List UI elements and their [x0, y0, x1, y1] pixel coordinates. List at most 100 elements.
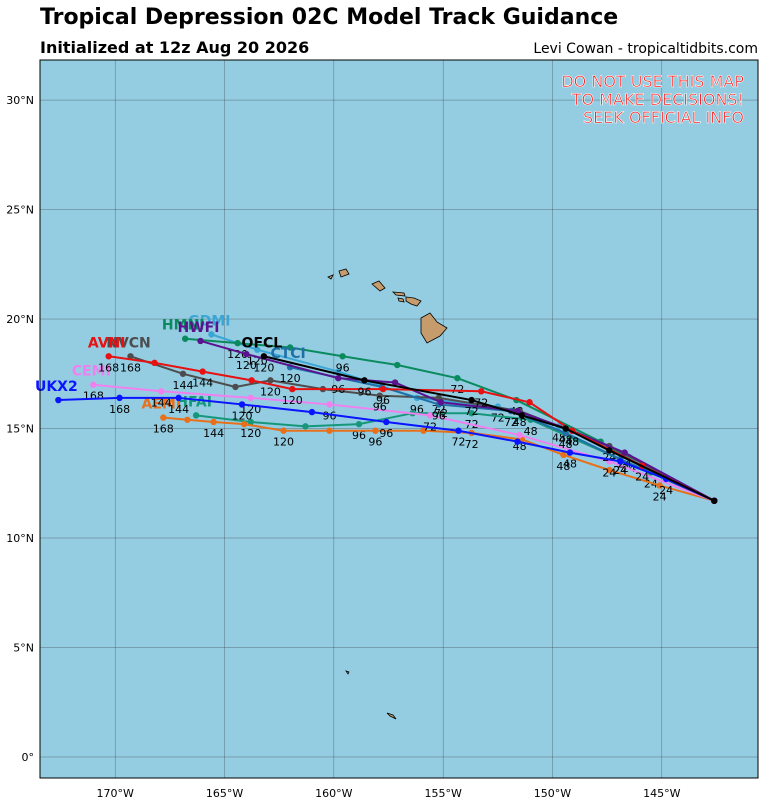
track-point — [234, 339, 241, 347]
warning: DO NOT USE THIS MAP TO MAKE DECISIONS! S… — [561, 72, 745, 128]
lat-tick-label: 0° — [22, 751, 35, 764]
track-name-label: HWFI — [178, 320, 220, 336]
track-point — [90, 381, 97, 388]
forecast-hour-label: 48 — [559, 434, 573, 447]
track-point — [437, 399, 445, 406]
track-point — [656, 482, 663, 489]
track-point — [286, 344, 294, 351]
island — [420, 312, 448, 344]
forecast-hour-label: 96 — [379, 427, 393, 440]
track-point — [391, 379, 399, 386]
forecast-hour-label: 24 — [653, 490, 667, 503]
forecast-hour-label: 168 — [98, 361, 119, 374]
track-point — [606, 447, 613, 454]
track-name-label: CEMI — [72, 364, 111, 380]
forecast-hour-label: 144 — [192, 377, 213, 390]
track-name-label: UKX2 — [35, 379, 78, 395]
forecast-hour-label: 24 — [613, 464, 627, 477]
lat-tick-label: 15°N — [6, 423, 34, 436]
track-point — [184, 416, 191, 423]
island — [391, 291, 406, 297]
track-point — [179, 370, 187, 377]
island — [345, 670, 350, 675]
title: Tropical Depression 02C Model Track Guid… — [40, 5, 618, 30]
island — [327, 274, 334, 280]
forecast-hour-label: 120 — [236, 359, 257, 372]
track-point — [383, 418, 390, 426]
track-point — [516, 431, 523, 439]
track-point — [289, 385, 296, 393]
forecast-hour-label: 96 — [376, 394, 390, 407]
track-name-label: AEMI — [142, 397, 182, 413]
track-point — [127, 353, 134, 360]
forecast-hour-label: 144 — [203, 427, 224, 440]
island — [405, 296, 422, 307]
forecast-hour-label: 120 — [253, 361, 274, 374]
forecast-hour-label: 72 — [491, 412, 505, 425]
islands — [327, 268, 448, 720]
track-point — [372, 427, 379, 434]
forecast-hour-label: 120 — [240, 427, 261, 440]
forecast-hour-label: 48 — [559, 438, 573, 451]
forecast-hour-label: 144 — [151, 396, 172, 409]
track-point — [105, 353, 112, 360]
forecast-hour-label: 168 — [83, 390, 104, 403]
forecast-hour-label: 72 — [434, 407, 448, 420]
forecast-hour-label: 96 — [322, 409, 336, 422]
forecast-hour-label: 168 — [109, 403, 130, 416]
lon-tick-label: 155°W — [424, 787, 461, 800]
track-point — [560, 451, 567, 459]
lon-tick-label: 145°W — [643, 787, 680, 800]
track-point — [562, 429, 569, 437]
track-point — [518, 412, 526, 419]
track-point — [241, 420, 248, 428]
forecast-hour-label: 120 — [260, 385, 281, 398]
lat-tick-label: 30°N — [6, 94, 34, 107]
track-point — [243, 350, 250, 358]
forecast-hour-label: 72 — [450, 383, 464, 396]
track-point — [514, 438, 521, 445]
track-point — [468, 396, 475, 404]
track-point — [308, 408, 316, 416]
forecast-hour-label: 120 — [273, 436, 294, 449]
forecast-hour-label: 72 — [465, 438, 479, 451]
forecast-hour-label: 72 — [451, 436, 465, 449]
forecast-hour-label: 24 — [635, 471, 649, 484]
forecast-hour-label: 24 — [602, 466, 616, 479]
warning-line: DO NOT USE THIS MAP — [561, 72, 744, 91]
track-point — [197, 337, 204, 345]
track-point — [208, 331, 215, 338]
track-point — [617, 458, 624, 465]
track-point — [478, 388, 485, 395]
track-point — [55, 396, 62, 404]
forecast-hour-label: 72 — [504, 416, 518, 429]
track-point — [116, 394, 123, 402]
track-point — [302, 423, 309, 430]
track-name-label: GDMI — [188, 313, 230, 329]
track-point — [232, 383, 239, 391]
track-point — [326, 401, 333, 408]
forecast-hour-label: 48 — [563, 458, 577, 471]
track-line — [58, 396, 715, 502]
forecast-hour-label: 96 — [373, 401, 387, 414]
track-point — [339, 353, 346, 360]
forecast-hour-label: 48 — [565, 436, 579, 449]
track-point — [361, 377, 368, 384]
track-point — [157, 388, 165, 395]
track-point — [711, 497, 718, 504]
forecast-hour-label: 96 — [352, 429, 366, 442]
forecast-hour-label: 24 — [659, 484, 673, 497]
track-point — [260, 353, 268, 360]
forecast-hour-label: 96 — [357, 385, 371, 398]
lat-tick-label: 20°N — [6, 313, 34, 326]
lat-tick-label: 5°N — [13, 641, 34, 654]
credit: Levi Cowan - tropicaltidbits.com — [533, 41, 758, 57]
track-point — [247, 394, 254, 402]
forecast-hour-label: 96 — [432, 409, 446, 422]
track-point — [376, 392, 383, 399]
track-point — [181, 335, 189, 342]
track-point — [355, 420, 363, 428]
track-name-label: AVNI — [88, 335, 126, 351]
forecast-hour-label: 48 — [556, 460, 570, 473]
